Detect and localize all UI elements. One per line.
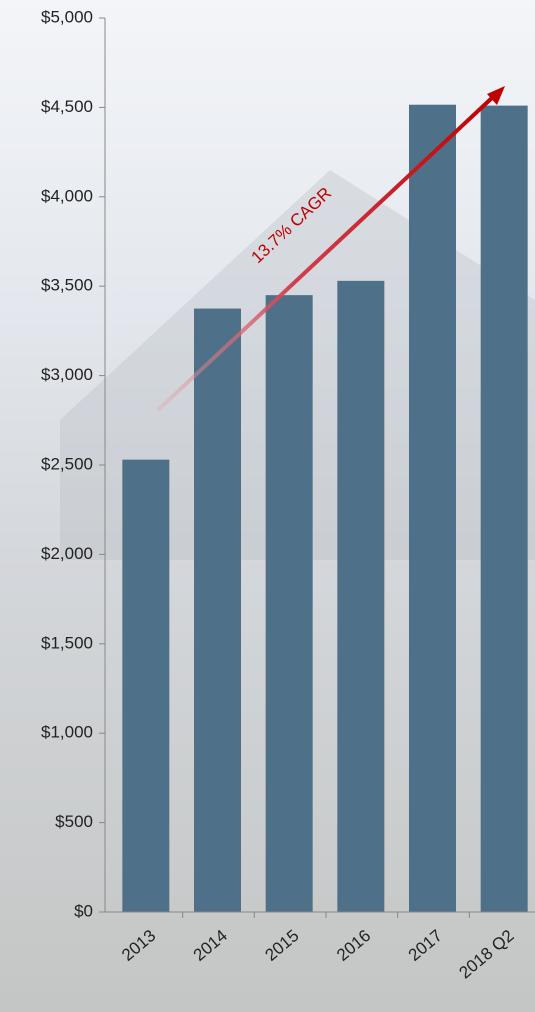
bar: [480, 105, 528, 912]
bar: [265, 295, 313, 912]
y-tick-label: $2,500: [41, 454, 93, 473]
bar: [122, 459, 170, 912]
cagr-arrowhead: [487, 86, 505, 105]
y-tick-label: $4,000: [41, 186, 93, 205]
y-tick-label: $4,500: [41, 97, 93, 116]
y-tick-label: $5,000: [41, 7, 93, 26]
y-tick-label: $1,500: [41, 633, 93, 652]
y-tick-label: $2,000: [41, 544, 93, 563]
y-tick-label: $3,500: [41, 276, 93, 295]
y-tick-label: $3,000: [41, 365, 93, 384]
y-tick-label: $500: [55, 812, 93, 831]
y-tick-label: $1,000: [41, 723, 93, 742]
bar: [409, 104, 456, 912]
y-tick-label: $0: [74, 901, 93, 920]
bar: [337, 280, 385, 912]
cagr-arrow: [156, 94, 496, 412]
bar: [194, 308, 241, 912]
